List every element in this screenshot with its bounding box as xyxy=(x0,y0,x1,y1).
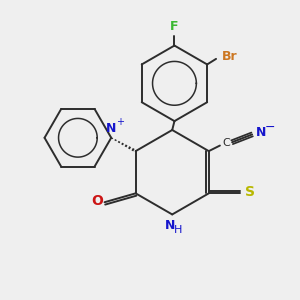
Text: O: O xyxy=(91,194,103,208)
Text: +: + xyxy=(116,117,124,127)
Text: Br: Br xyxy=(222,50,237,63)
Text: N: N xyxy=(106,122,116,135)
Text: N: N xyxy=(165,219,175,232)
Text: H: H xyxy=(174,225,182,235)
Text: −: − xyxy=(265,121,275,134)
Text: N: N xyxy=(256,126,266,139)
Text: C: C xyxy=(223,138,230,148)
Text: F: F xyxy=(170,20,179,33)
Text: S: S xyxy=(245,185,255,199)
